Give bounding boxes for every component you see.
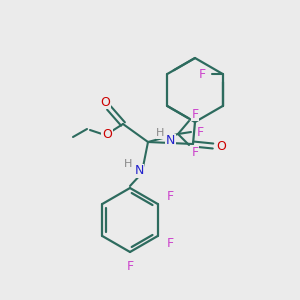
Text: F: F: [199, 68, 206, 80]
Text: H: H: [156, 128, 165, 138]
Text: O: O: [102, 128, 112, 140]
Text: F: F: [191, 146, 199, 158]
Text: F: F: [126, 260, 134, 274]
Text: H: H: [124, 159, 132, 169]
Text: O: O: [216, 140, 226, 152]
Text: F: F: [166, 190, 173, 203]
Text: N: N: [166, 134, 175, 148]
Text: F: F: [191, 107, 199, 121]
Text: F: F: [166, 236, 173, 250]
Text: F: F: [196, 125, 204, 139]
Text: O: O: [100, 95, 110, 109]
Text: N: N: [134, 164, 144, 178]
